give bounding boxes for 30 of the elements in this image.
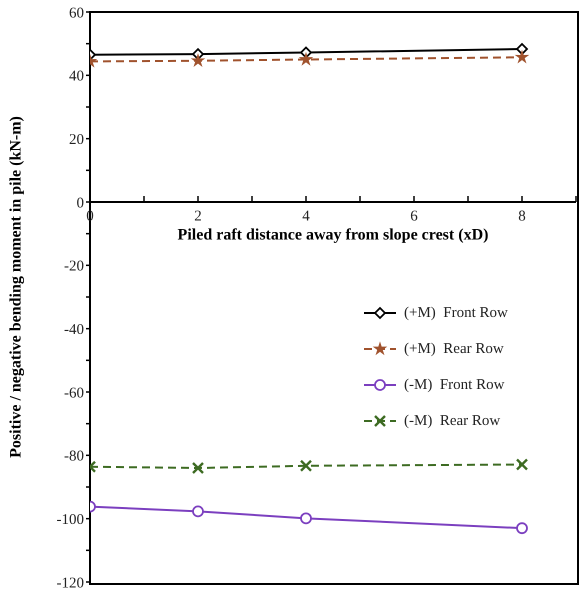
- legend-label: (-M) Front Row: [404, 376, 504, 394]
- x-axis-title: Piled raft distance away from slope crest (xD): [178, 226, 488, 244]
- y-tick-label: -100: [56, 512, 84, 528]
- y-tick-label: 0: [76, 195, 84, 212]
- y-axis-title: Positive / negative bending moment in pile (kN-m): [8, 116, 25, 458]
- legend-label: (-M) Rear Row: [404, 412, 500, 430]
- y-tick-label: -80: [64, 448, 84, 465]
- x-tick-label: 4: [302, 208, 310, 225]
- y-tick-label: -60: [64, 385, 84, 402]
- point: [192, 505, 204, 518]
- y-tick-label: -120: [56, 575, 84, 592]
- x-tick-label: 8: [518, 208, 526, 225]
- point: [516, 458, 528, 471]
- legend-label: (+M) Rear Row: [404, 340, 504, 358]
- x-tick-label: 2: [194, 208, 202, 225]
- x-tick-label: 6: [410, 208, 418, 225]
- point: [300, 460, 312, 472]
- point: [192, 54, 204, 66]
- y-tick-label: 20: [69, 132, 84, 148]
- point: [516, 43, 528, 55]
- legend-label: (+M) Front Row: [404, 304, 508, 322]
- y-tick-label: -40: [64, 322, 84, 338]
- y-tick-label: 40: [69, 68, 84, 85]
- point: [300, 512, 312, 524]
- point: [516, 522, 528, 534]
- y-tick-label: 60: [69, 5, 84, 22]
- point: [300, 53, 312, 65]
- y-tick-label: -20: [64, 258, 84, 275]
- point: [192, 462, 204, 474]
- point: [516, 50, 528, 63]
